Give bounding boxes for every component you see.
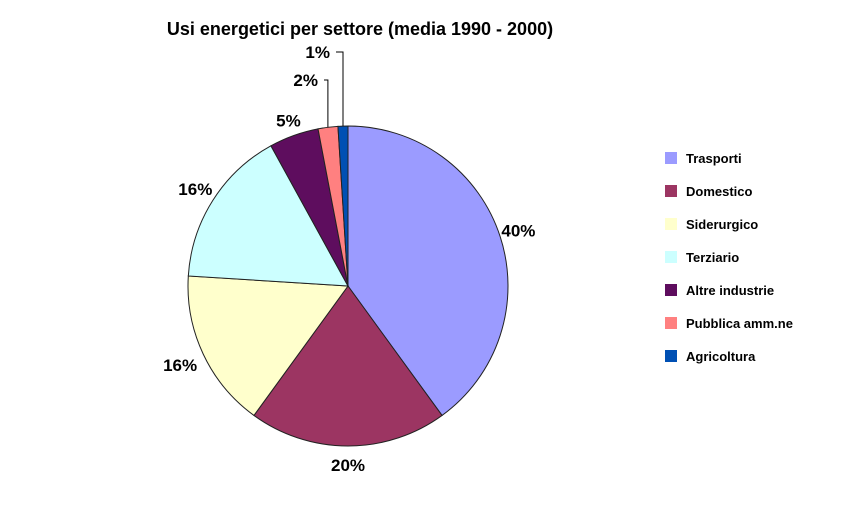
legend-label-terziario: Terziario — [686, 250, 739, 265]
legend-label-siderurgico: Siderurgico — [686, 217, 758, 232]
slice-label-siderurgico: 16% — [163, 356, 197, 375]
legend-swatch-domestico — [665, 185, 677, 197]
legend-swatch-siderurgico — [665, 218, 677, 230]
legend-label-trasporti: Trasporti — [686, 151, 742, 166]
slice-label-terziario: 16% — [178, 180, 212, 199]
legend-label-domestico: Domestico — [686, 184, 753, 199]
slice-label-agricoltura: 1% — [305, 43, 330, 62]
pie-slice-trasporti — [347, 125, 509, 417]
slice-label-domestico: 20% — [331, 456, 365, 475]
slice-label-pubblica-amm-ne: 2% — [293, 71, 318, 90]
slice-labels: 40% 20% 16% 16% 5% 2% 1% — [163, 43, 535, 475]
slice-label-trasporti: 40% — [501, 222, 535, 241]
chart-title: Usi energetici per settore (media 1990 -… — [167, 19, 553, 39]
legend-swatch-trasporti — [665, 152, 677, 164]
leader-line-agricoltura — [336, 51, 344, 127]
pie-slice-domestico — [253, 285, 443, 447]
leader-line-pubblica-amm-ne — [324, 79, 329, 128]
pie-slice-siderurgico — [187, 275, 349, 417]
pie-slice-terziario — [187, 145, 349, 287]
slice-label-altre-industrie: 5% — [276, 111, 301, 130]
legend-swatch-pubblica-amm-ne — [665, 317, 677, 329]
legend-label-pubblica-amm-ne: Pubblica amm.ne — [686, 316, 793, 331]
legend: Trasporti Domestico Siderurgico Terziario Al… — [665, 151, 793, 364]
legend-swatch-agricoltura — [665, 350, 677, 362]
label-leader-lines — [324, 51, 344, 128]
legend-label-agricoltura: Agricoltura — [686, 349, 756, 364]
pie-slices — [187, 125, 509, 447]
legend-swatch-terziario — [665, 251, 677, 263]
legend-label-altre-industrie: Altre industrie — [686, 283, 774, 298]
legend-swatch-altre-industrie — [665, 284, 677, 296]
